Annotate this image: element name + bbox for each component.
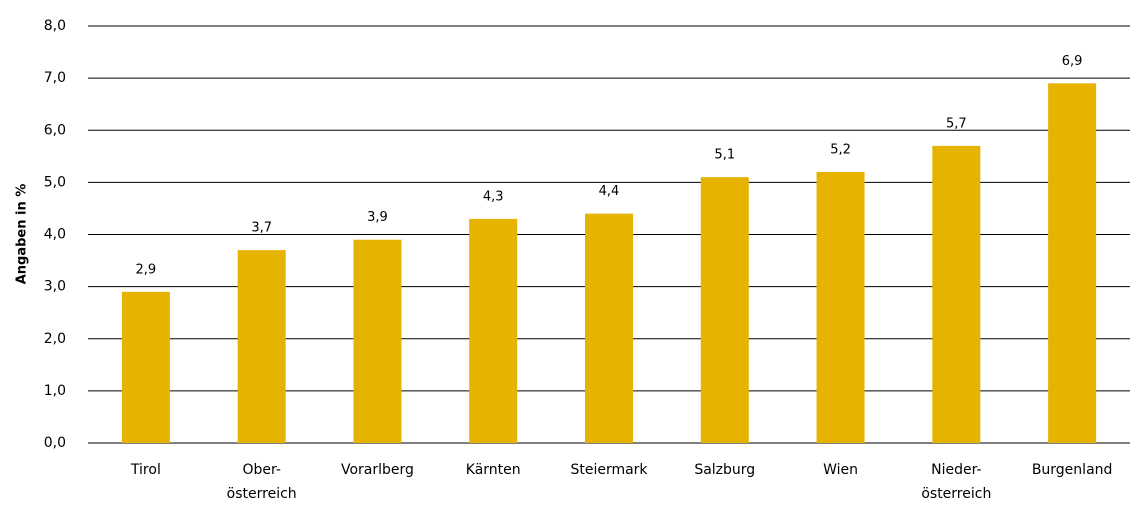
value-label: 5,2 — [830, 142, 851, 157]
value-label: 2,9 — [136, 262, 157, 277]
value-label: 4,3 — [483, 189, 504, 204]
bar — [353, 239, 402, 443]
y-axis-label: Angaben in % — [15, 184, 30, 285]
bar — [585, 213, 633, 443]
y-tick-label: 5,0 — [44, 174, 66, 190]
y-tick-label: 0,0 — [44, 435, 66, 451]
value-label: 5,1 — [714, 148, 735, 163]
bar — [237, 250, 286, 443]
bar — [121, 291, 170, 443]
y-tick-label: 3,0 — [44, 279, 66, 295]
x-tick-label: Burgenland — [1032, 462, 1113, 478]
x-tick-label: Nieder-österreich — [921, 462, 991, 502]
y-tick-label: 2,0 — [44, 331, 66, 347]
y-tick-label: 6,0 — [44, 122, 66, 138]
value-label: 4,4 — [599, 184, 620, 199]
value-label: 6,9 — [1062, 54, 1083, 69]
bar — [1048, 83, 1097, 444]
y-tick-label: 4,0 — [44, 227, 66, 243]
bar — [700, 177, 749, 443]
value-label: 3,9 — [367, 210, 388, 225]
y-tick-label: 8,0 — [44, 18, 66, 34]
bar — [816, 171, 865, 443]
y-tick-label: 7,0 — [44, 70, 66, 86]
value-label: 5,7 — [946, 116, 967, 131]
bar — [469, 218, 518, 443]
x-tick-label: Tirol — [130, 462, 161, 478]
x-tick-label: Salzburg — [694, 462, 755, 478]
x-tick-label: Wien — [823, 462, 858, 478]
value-label: 3,7 — [251, 221, 272, 236]
x-tick-label: Steiermark — [570, 462, 648, 478]
y-tick-label: 1,0 — [44, 383, 66, 399]
x-tick-label: Vorarlberg — [341, 462, 414, 478]
x-tick-label: Ober-österreich — [227, 462, 297, 502]
bar — [932, 145, 981, 443]
x-tick-label: Kärnten — [466, 462, 521, 478]
